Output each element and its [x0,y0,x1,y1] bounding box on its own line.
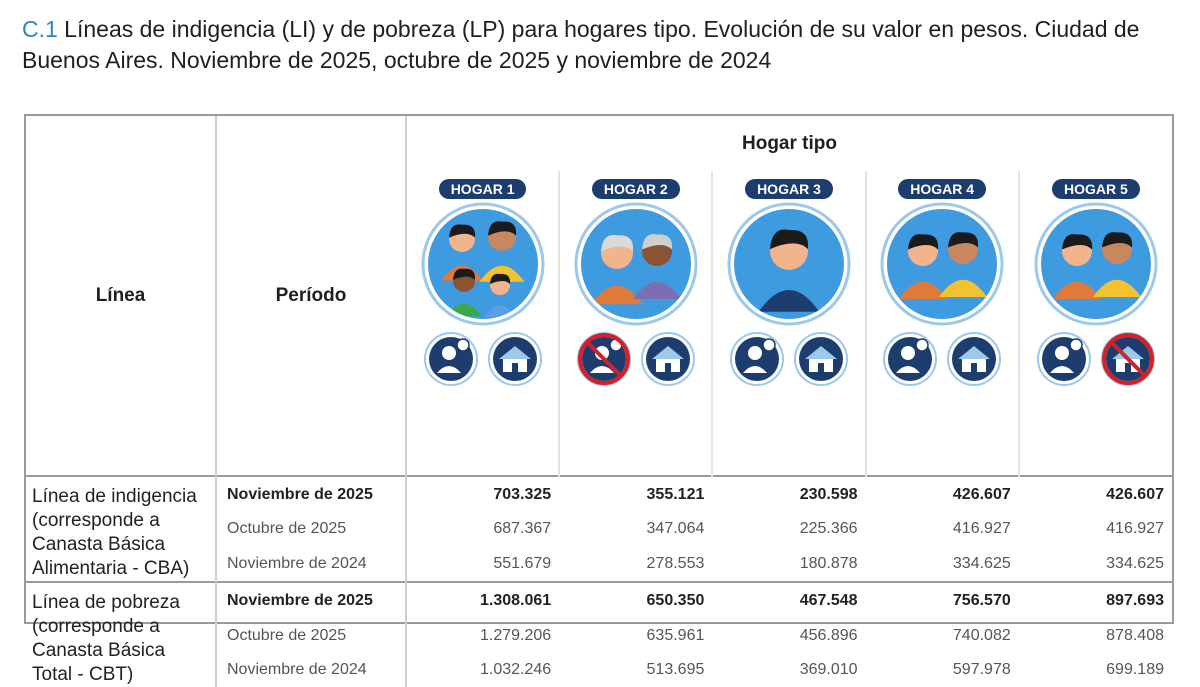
line-label-text: (corresponde a [32,510,160,532]
house-icon [487,332,542,387]
period-cell: Octubre de 2025 [216,512,407,547]
table-title-text: Líneas de indigencia (LI) y de pobreza (… [22,16,1140,73]
line-label-text: Línea de indigencia [32,486,197,508]
single-adult-icon [727,202,851,326]
worker-icon [729,332,784,387]
family-of-four-icon [421,202,545,326]
value-cell: 278.553 [646,554,705,572]
adult-couple-icon [1034,202,1158,326]
worker-icon [576,332,631,387]
period-cell: Octubre de 2025 [216,618,407,654]
value-cell: 416.927 [952,520,1011,538]
value-cell: 687.367 [493,520,552,538]
line-label-text: (corresponde a [32,616,160,638]
table-row: Línea de pobreza (corresponde a Canasta Bá… [26,581,1172,687]
value-cell: 456.896 [799,626,858,644]
line-label: Línea de pobreza (corresponde a Canasta Bá… [26,581,217,687]
line-label-text: Canasta Básica [32,640,166,662]
hogar-label: HOGAR 3 [745,179,833,200]
worker-icon [883,332,938,387]
hogar-label: HOGAR 1 [438,179,527,200]
period-cell: Noviembre de 2025 [216,475,407,513]
hogar-header-5: HOGAR 5 [1019,171,1172,476]
adult-couple-icon [880,202,1004,326]
hogar-label: HOGAR 2 [591,179,680,200]
hogar-label: HOGAR 4 [898,179,987,200]
period-cell: Noviembre de 2024 [216,653,407,687]
hogar-header-4: HOGAR 4 [865,171,1020,477]
value-cell: 897.693 [1018,581,1172,619]
table-row: Línea de indigencia (corresponde a Canasta… [26,475,1172,583]
value-cell: 513.695 [646,661,705,679]
worker-icon [423,332,478,387]
line-label-text: Total - CBT) [32,664,134,686]
house-icon [1100,332,1155,387]
period-cell: Noviembre de 2024 [216,546,407,583]
period-cell: Noviembre de 2025 [216,581,407,619]
value-cell: 334.625 [1106,554,1164,572]
line-label-text: Canasta Básica [32,534,166,556]
table-code: C.1 [22,16,58,42]
value-cell: 230.598 [712,475,866,513]
value-cell: 426.607 [865,475,1019,513]
value-cell: 369.010 [799,661,858,679]
value-cell: 1.279.206 [480,626,552,644]
value-cell: 650.350 [559,581,713,619]
value-cell: 225.366 [799,520,858,538]
value-cell: 551.679 [493,554,552,572]
hogar-header-3: HOGAR 3 [712,171,867,477]
value-cell: 180.878 [799,554,858,572]
value-cell: 597.978 [952,661,1011,679]
table-row: Octubre de 2025 687.367 347.064 225.366 416.… [26,512,1172,547]
table-title: C.1 Líneas de indigencia (LI) y de pobre… [22,14,1182,76]
value-cell: 703.325 [406,475,560,513]
value-cell: 355.121 [559,475,713,513]
line-label-text: Línea de pobreza [32,592,180,614]
data-table: Línea Período Hogar tipo HOGAR 1 HOGAR 2 H… [24,114,1174,687]
hogar-header-2: HOGAR 2 [559,171,714,477]
value-cell: 1.032.246 [480,661,552,679]
house-icon [793,332,848,387]
header-hogar-tipo: Hogar tipo [742,132,837,154]
hogar-label: HOGAR 5 [1051,179,1140,200]
value-cell: 1.308.061 [406,581,560,619]
value-cell: 426.607 [1018,475,1172,513]
value-cell: 347.064 [646,520,705,538]
line-label: Línea de indigencia (corresponde a Canasta… [26,475,217,583]
value-cell: 334.625 [952,554,1011,572]
house-icon [947,332,1002,387]
value-cell: 467.548 [712,581,866,619]
value-cell: 699.189 [1106,661,1164,679]
house-icon [640,332,695,387]
elderly-couple-icon [574,202,698,326]
header-linea: Línea [26,116,217,477]
worker-icon [1036,332,1091,387]
hogar-header-1: HOGAR 1 [406,171,561,477]
value-cell: 740.082 [952,626,1011,644]
line-label-text: Alimentaria - CBA) [32,558,190,580]
value-cell: 416.927 [1106,520,1164,538]
table-row: Noviembre de 2024 551.679 278.553 180.878 33… [26,546,1172,583]
value-cell: 635.961 [646,626,705,644]
header-periodo: Período [216,116,407,477]
value-cell: 756.570 [865,581,1019,619]
value-cell: 878.408 [1106,626,1164,644]
